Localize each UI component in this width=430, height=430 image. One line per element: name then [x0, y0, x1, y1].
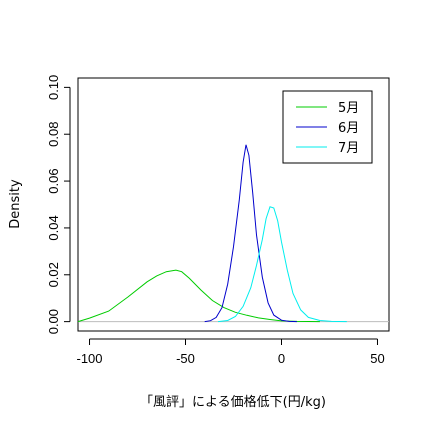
y-tick-label: 0.10 — [46, 75, 61, 100]
y-tick-label: 0.02 — [46, 262, 61, 287]
y-tick-label: 0.04 — [46, 215, 61, 240]
series-line-1 — [77, 269, 320, 323]
legend-label: 7月 — [338, 141, 359, 156]
legend-label: 5月 — [338, 101, 359, 116]
x-tick-label: 50 — [370, 351, 384, 366]
legend-label: 6月 — [338, 121, 359, 136]
x-axis-title: 「風評」による価格低下(円/kg) — [140, 394, 326, 410]
y-axis: 0.00 0.02 0.04 0.06 0.08 0.10 — [46, 75, 71, 334]
series-line-2 — [204, 144, 297, 323]
y-tick-label: 0.06 — [46, 168, 61, 193]
y-tick-label: 0.08 — [46, 122, 61, 147]
plot-border — [77, 77, 390, 332]
x-tick-label: 0 — [278, 351, 285, 366]
y-tick-label: 0.00 — [46, 309, 61, 334]
series-line-3 — [218, 206, 347, 323]
x-tick-label: -50 — [176, 351, 195, 366]
x-axis: -100 -50 0 50 — [77, 338, 385, 366]
y-axis-title: Density — [8, 179, 23, 229]
legend: 5月 6月 7月 — [282, 90, 373, 164]
x-tick-label: -100 — [77, 351, 103, 366]
